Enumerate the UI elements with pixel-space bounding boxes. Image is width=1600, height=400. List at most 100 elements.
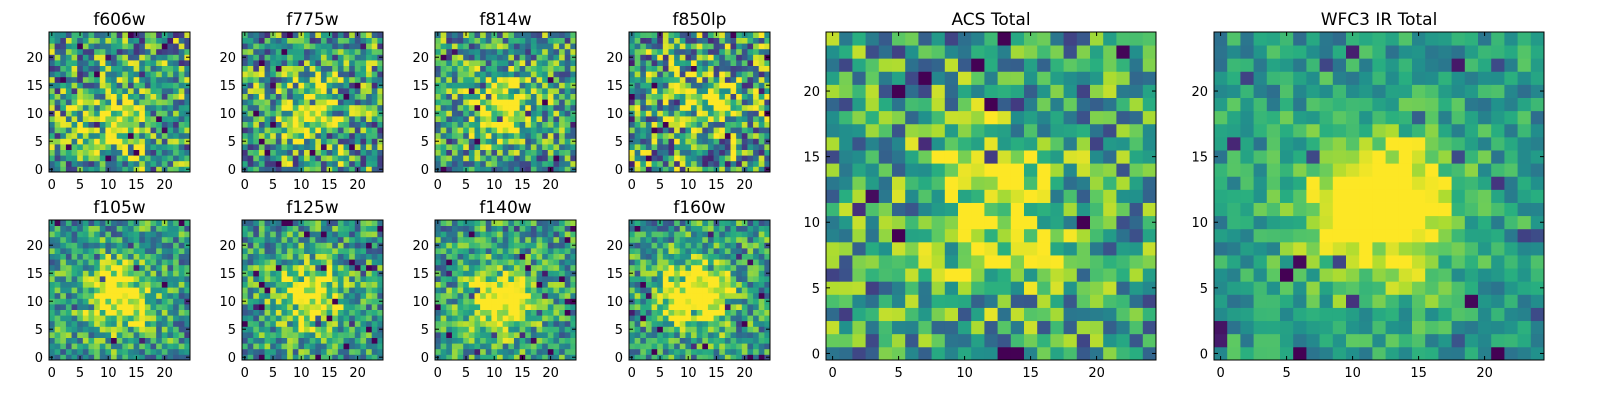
heatmap-cell: [270, 149, 277, 156]
heatmap-cell: [508, 54, 515, 61]
heatmap-cell: [474, 320, 481, 327]
heatmap-cell: [440, 304, 447, 310]
heatmap-cell: [315, 309, 322, 316]
heatmap-cell: [49, 88, 56, 94]
heatmap-cell: [371, 127, 378, 134]
heatmap-cell: [719, 127, 726, 134]
heatmap-cell: [156, 155, 163, 162]
heatmap-cell: [173, 326, 180, 333]
y-tick-label: 0: [35, 163, 43, 178]
heatmap-cell: [435, 160, 442, 167]
heatmap-cell: [513, 276, 520, 282]
heatmap-cell: [54, 236, 61, 243]
heatmap-cell: [178, 337, 185, 344]
heatmap-cell: [651, 270, 658, 277]
heatmap-cell: [525, 264, 532, 271]
heatmap-cell: [724, 276, 731, 282]
heatmap-cell: [99, 138, 106, 145]
heatmap-cell: [94, 116, 101, 122]
heatmap-cell: [133, 236, 140, 243]
heatmap-cell: [696, 121, 703, 128]
heatmap-cell: [298, 155, 305, 162]
heatmap-cell: [719, 315, 726, 322]
heatmap-cell: [332, 32, 339, 38]
heatmap-cell: [553, 116, 560, 122]
heatmap-cell: [122, 309, 129, 316]
heatmap-cell: [54, 160, 61, 167]
heatmap-cell: [463, 242, 470, 249]
heatmap-cell: [49, 155, 56, 162]
heatmap-cell: [360, 166, 367, 173]
heatmap-cell: [304, 48, 311, 55]
heatmap-cell: [651, 320, 658, 327]
heatmap-cell: [629, 332, 636, 338]
heatmap-cell: [127, 343, 134, 350]
heatmap-cell: [570, 315, 577, 322]
heatmap-cell: [446, 270, 453, 277]
heatmap-cell: [161, 248, 168, 254]
heatmap-cell: [730, 138, 737, 145]
heatmap-cell: [88, 71, 95, 78]
heatmap-cell: [127, 54, 134, 61]
heatmap-cell: [645, 32, 652, 38]
heatmap-cell: [508, 155, 515, 162]
heatmap-cell: [320, 54, 327, 61]
heatmap-cell: [281, 309, 288, 316]
heatmap-cell: [564, 88, 571, 94]
heatmap-cell: [332, 270, 339, 277]
heatmap-cell: [719, 348, 726, 355]
heatmap-cell: [570, 37, 577, 44]
heatmap-cell: [139, 304, 146, 310]
heatmap-cell: [275, 116, 282, 122]
heatmap-cell: [281, 155, 288, 162]
heatmap-cell: [519, 37, 526, 44]
heatmap-cell: [685, 82, 692, 89]
heatmap-cell: [247, 32, 254, 38]
heatmap-cell: [691, 127, 698, 134]
heatmap-cell: [54, 326, 61, 333]
heatmap-cell: [298, 281, 305, 288]
heatmap-cell: [111, 231, 118, 238]
heatmap-cell: [156, 48, 163, 55]
heatmap-cell: [332, 54, 339, 61]
heatmap-cell: [691, 110, 698, 117]
heatmap-cell: [49, 116, 56, 122]
heatmap-cell: [161, 48, 168, 55]
heatmap-cell: [264, 287, 271, 294]
heatmap-cell: [65, 225, 72, 232]
heatmap-cell: [645, 76, 652, 83]
heatmap-cell: [122, 253, 129, 260]
heatmap-cell: [326, 343, 333, 350]
heatmap-cell: [674, 281, 681, 288]
heatmap-cell: [122, 76, 129, 83]
heatmap-cell: [719, 287, 726, 294]
heatmap-cell: [679, 48, 686, 55]
heatmap-cell: [685, 292, 692, 299]
heatmap-cell: [559, 144, 566, 150]
heatmap-cell: [719, 281, 726, 288]
heatmap-cell: [713, 60, 720, 66]
heatmap-cell: [651, 37, 658, 44]
heatmap-cell: [713, 48, 720, 55]
heatmap-cell: [298, 138, 305, 145]
heatmap-cell: [264, 242, 271, 249]
heatmap-cell: [758, 155, 765, 162]
heatmap-cell: [178, 348, 185, 355]
heatmap-cell: [719, 104, 726, 111]
heatmap-cell: [640, 270, 647, 277]
heatmap-cell: [332, 65, 339, 72]
heatmap-cell: [457, 60, 464, 66]
heatmap-cell: [668, 37, 675, 44]
heatmap-cell: [536, 264, 543, 271]
heatmap-cell: [60, 320, 67, 327]
heatmap-cell: [94, 110, 101, 117]
heatmap-cell: [741, 110, 748, 117]
heatmap-cell: [491, 149, 498, 156]
heatmap-cell: [707, 48, 714, 55]
heatmap-cell: [446, 82, 453, 89]
heatmap-cell: [513, 348, 520, 355]
heatmap-cell: [139, 354, 146, 361]
heatmap-cell: [88, 110, 95, 117]
heatmap-cell: [451, 82, 458, 89]
heatmap-cell: [54, 65, 61, 72]
